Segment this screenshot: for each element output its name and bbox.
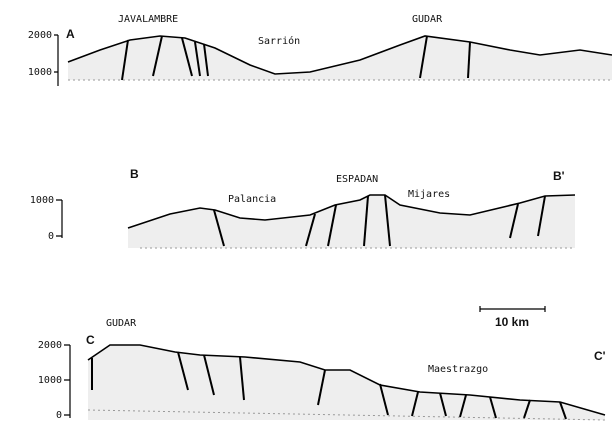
place-label: JAVALAMBRE bbox=[118, 14, 178, 25]
place-label: GUDAR bbox=[412, 14, 443, 25]
y-tick-label: 1000 bbox=[38, 375, 62, 386]
section-end-label: B' bbox=[553, 169, 565, 183]
place-label: ESPADAN bbox=[336, 174, 378, 185]
section-label: C bbox=[86, 333, 95, 347]
profile bbox=[127, 194, 576, 229]
y-tick-label: 1000 bbox=[28, 67, 52, 78]
scale-bar-label: 10 km bbox=[495, 315, 529, 329]
section-b: 1000 0 B B' Palancia ESPADAN Mijares bbox=[30, 167, 576, 249]
y-axis bbox=[54, 34, 59, 86]
y-axis bbox=[56, 199, 63, 238]
place-label: GUDAR bbox=[106, 318, 137, 329]
place-label: Mijares bbox=[408, 189, 450, 200]
faults bbox=[213, 194, 546, 247]
profile-fill bbox=[68, 36, 612, 80]
section-label: A bbox=[66, 27, 75, 41]
y-tick-label: 2000 bbox=[38, 340, 62, 351]
place-label: Palancia bbox=[228, 194, 276, 205]
section-c: 2000 1000 0 C C' GUDAR Maestrazgo 10 km bbox=[38, 306, 606, 421]
faults bbox=[121, 35, 471, 81]
profile bbox=[67, 35, 612, 75]
section-a: 2000 1000 A JAVALAMBRE GUDAR Sarrión bbox=[28, 14, 612, 86]
y-axis bbox=[64, 344, 71, 418]
y-tick-label: 1000 bbox=[30, 195, 54, 206]
section-label: B bbox=[130, 167, 139, 181]
y-tick-label: 0 bbox=[48, 231, 54, 242]
scale-bar bbox=[479, 306, 546, 312]
y-tick-label: 0 bbox=[56, 410, 62, 421]
place-label: Maestrazgo bbox=[428, 364, 488, 375]
baseline bbox=[87, 409, 606, 421]
y-tick-label: 2000 bbox=[28, 30, 52, 41]
section-end-label: C' bbox=[594, 349, 606, 363]
place-label: Sarrión bbox=[258, 35, 300, 47]
profile-fill bbox=[128, 195, 575, 248]
faults bbox=[91, 351, 567, 420]
profile-fill bbox=[88, 345, 605, 420]
